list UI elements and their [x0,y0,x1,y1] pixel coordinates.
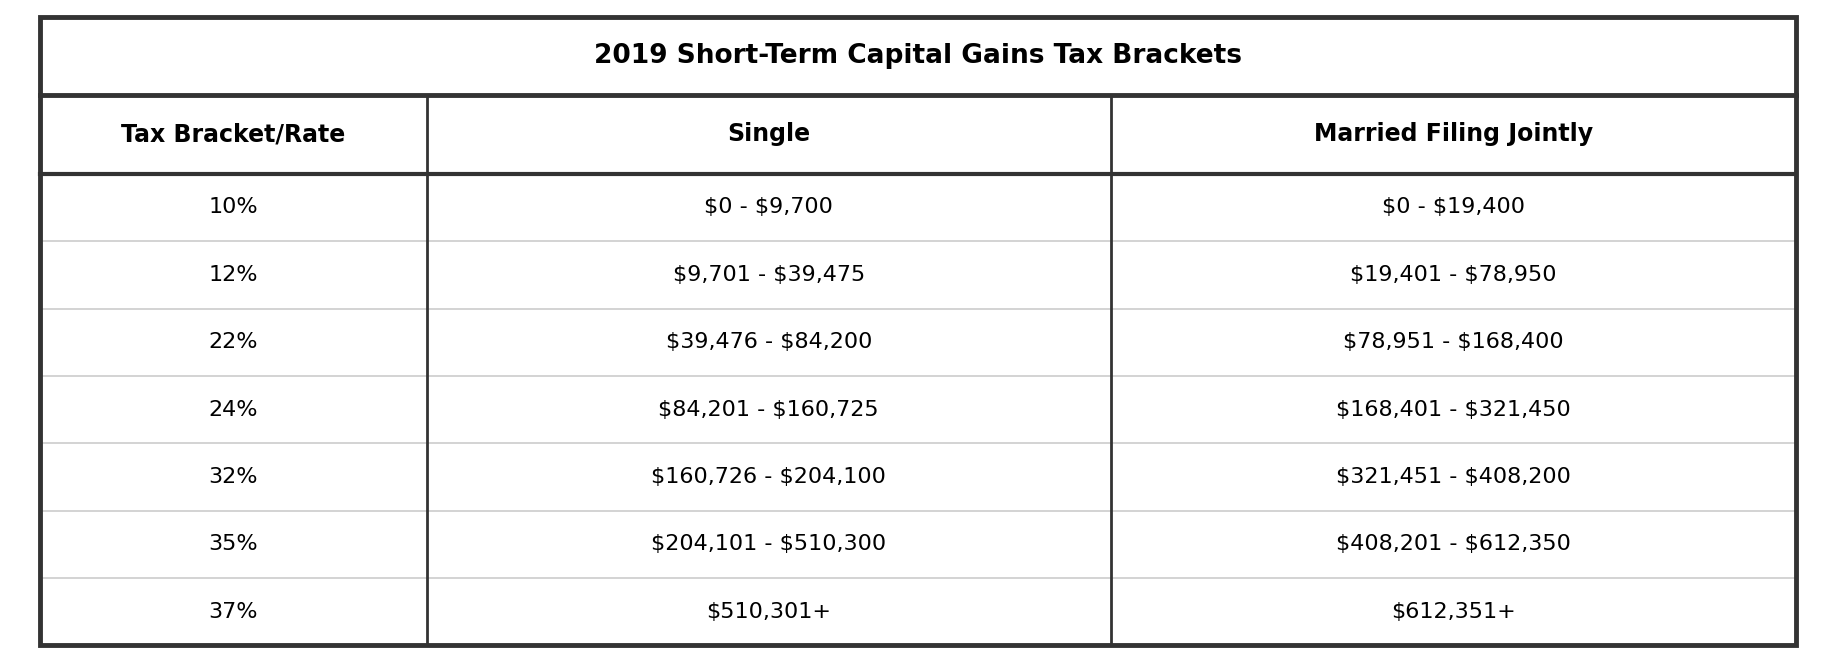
Text: Single: Single [727,122,810,146]
Bar [40,95,1796,174]
Text: 22%: 22% [209,332,259,352]
Bar [40,578,1796,645]
Bar [40,376,1796,444]
Bar [40,308,1796,376]
Bar [40,174,1796,241]
Text: Married Filing Jointly: Married Filing Jointly [1315,122,1594,146]
Text: 24%: 24% [209,400,259,420]
Text: \$168,401 - \$321,450: \$168,401 - \$321,450 [1337,400,1572,420]
Bar [40,17,1796,95]
Text: \$19,401 - \$78,950: \$19,401 - \$78,950 [1349,265,1557,285]
Text: \$160,726 - \$204,100: \$160,726 - \$204,100 [652,467,887,487]
Text: \$39,476 - \$84,200: \$39,476 - \$84,200 [666,332,872,352]
Text: 10%: 10% [209,197,259,217]
Text: \$321,451 - \$408,200: \$321,451 - \$408,200 [1337,467,1572,487]
Text: \$408,201 - \$612,350: \$408,201 - \$612,350 [1337,534,1572,554]
Text: \$612,351+: \$612,351+ [1392,602,1517,622]
Text: \$84,201 - \$160,725: \$84,201 - \$160,725 [659,400,879,420]
Bar [40,444,1796,510]
Text: 12%: 12% [209,265,259,285]
Text: 35%: 35% [209,534,259,554]
Text: \$204,101 - \$510,300: \$204,101 - \$510,300 [652,534,887,554]
Text: \$0 - \$9,700: \$0 - \$9,700 [705,197,834,217]
Text: Tax Bracket/Rate: Tax Bracket/Rate [121,122,345,146]
Bar [40,510,1796,578]
Text: \$510,301+: \$510,301+ [707,602,832,622]
Text: \$78,951 - \$168,400: \$78,951 - \$168,400 [1342,332,1564,352]
Text: \$9,701 - \$39,475: \$9,701 - \$39,475 [672,265,865,285]
Text: \$0 - \$19,400: \$0 - \$19,400 [1383,197,1526,217]
Text: 37%: 37% [209,602,259,622]
Text: 32%: 32% [209,467,259,487]
Text: 2019 Short-Term Capital Gains Tax Brackets: 2019 Short-Term Capital Gains Tax Bracke… [595,43,1241,69]
Bar [40,241,1796,308]
